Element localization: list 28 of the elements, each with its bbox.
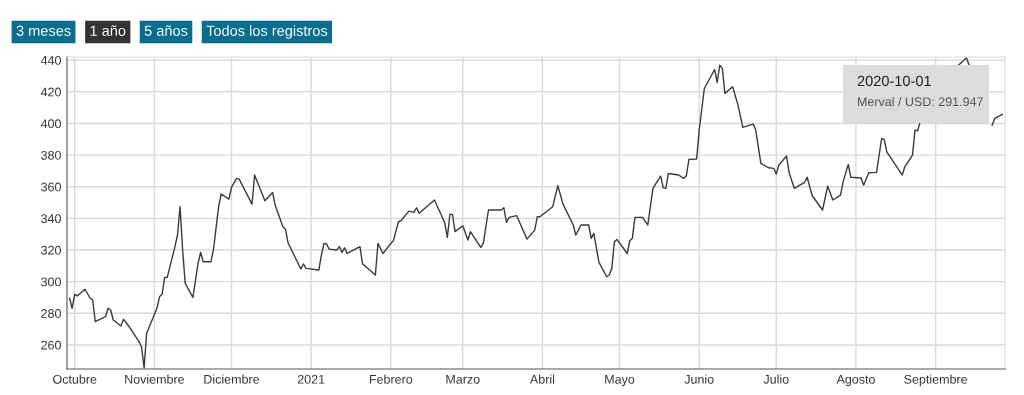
y-tick-label: 360: [41, 182, 61, 192]
y-tick-label: 300: [41, 277, 61, 287]
x-tick-label: Abril: [529, 374, 555, 384]
text: 1 año: [90, 25, 126, 36]
y-tick-label: 320: [41, 245, 61, 255]
text: Todos los registros: [206, 25, 328, 39]
x-tick-label: Mayo: [605, 375, 635, 387]
y-tick-label: 260: [41, 340, 61, 350]
x-tick-label: Agosto: [836, 375, 875, 387]
x-tick-label: Octubre: [53, 374, 97, 384]
text: 3 meses: [16, 25, 71, 36]
x-tick-label: Septiembre: [904, 374, 968, 387]
x-tick-label: Febrero: [369, 374, 413, 384]
y-tick-label: 340: [41, 214, 61, 224]
x-tick-label: Marzo: [446, 375, 480, 384]
text: 5 años: [144, 25, 188, 36]
y-tick-label: 400: [40, 119, 61, 129]
x-tick-label: Julio: [763, 374, 789, 384]
x-tick-label: Junio: [684, 374, 714, 384]
y-tick-label: 280: [41, 309, 61, 318]
annotation: 2020-10-01: [857, 75, 931, 87]
x-tick-label: 2021: [297, 374, 325, 384]
y-tick-label: 380: [41, 150, 61, 160]
y-tick-label: 440: [40, 55, 61, 65]
x-tick-label: Noviembre: [125, 374, 185, 384]
x-tick-label: Diciembre: [204, 374, 260, 384]
y-tick-label: 420: [40, 87, 61, 97]
annotation: Merval / USD: 291.947: [858, 96, 983, 107]
